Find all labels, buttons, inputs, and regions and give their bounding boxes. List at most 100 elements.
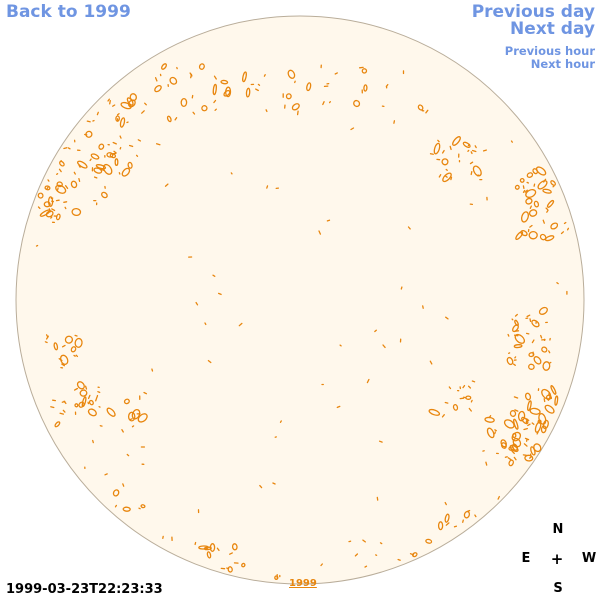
magnetic-feature-contour: [515, 231, 524, 241]
magnetic-feature-contour: [540, 425, 547, 434]
magnetic-feature-dot: [470, 151, 473, 155]
magnetic-feature-dot: [230, 172, 233, 175]
magnetic-feature-dot: [529, 456, 532, 459]
magnetic-feature-dot: [226, 567, 230, 570]
magnetic-feature-dot: [164, 183, 169, 187]
magnetic-feature-dot: [334, 72, 338, 75]
magnetic-feature-dot: [75, 354, 79, 358]
magnetic-feature-dot: [50, 216, 53, 219]
magnetic-feature-dot: [114, 504, 118, 508]
magnetic-feature-dot: [63, 147, 68, 150]
year-link[interactable]: 1999: [289, 578, 317, 589]
compass-south-label: S: [553, 581, 563, 596]
magnetic-feature-contour: [527, 400, 532, 412]
magnetic-feature-dot: [93, 176, 98, 179]
magnetic-feature-contour: [71, 207, 82, 217]
magnetic-feature-contour: [519, 177, 525, 183]
magnetic-feature-contour: [514, 184, 520, 190]
magnetic-feature-dot: [429, 360, 433, 365]
magnetic-feature-dot: [207, 359, 212, 364]
magnetic-feature-contour: [550, 222, 559, 230]
magnetic-feature-dot: [119, 135, 122, 139]
magnetic-feature-dot: [529, 224, 533, 228]
magnetic-feature-contour: [542, 188, 552, 194]
magnetic-feature-contour: [227, 566, 233, 573]
magnetic-feature-contour: [441, 158, 449, 166]
magnetic-feature-contour: [101, 191, 108, 199]
magnetic-feature-dot: [468, 407, 472, 412]
magnetic-feature-dot: [107, 98, 110, 102]
magnetic-feature-contour: [531, 319, 540, 328]
magnetic-feature-contour: [59, 160, 65, 167]
magnetic-feature-dot: [513, 456, 517, 461]
magnetic-feature-contour: [509, 444, 519, 453]
magnetic-feature-dot: [560, 231, 565, 235]
magnetic-feature-dot: [266, 185, 269, 189]
magnetic-feature-contour: [539, 233, 547, 241]
magnetic-feature-dot: [522, 185, 525, 190]
magnetic-feature-contour: [537, 180, 548, 190]
magnetic-feature-dot: [364, 565, 368, 568]
magnetic-feature-contour: [528, 209, 538, 217]
magnetic-feature-contour: [106, 152, 114, 158]
magnetic-feature-dot: [529, 318, 532, 323]
previous-day-link[interactable]: Previous day: [471, 2, 595, 22]
magnetic-feature-dot: [67, 147, 71, 150]
magnetic-feature-dot: [471, 380, 476, 383]
magnetic-feature-dot: [92, 439, 94, 444]
magnetic-feature-dot: [542, 219, 545, 224]
magnetic-feature-contour: [95, 164, 107, 170]
magnetic-feature-contour: [88, 399, 94, 406]
magnetic-feature-contour: [59, 354, 69, 365]
magnetic-feature-dot: [328, 101, 331, 104]
next-day-link[interactable]: Next day: [510, 19, 595, 39]
magnetic-feature-contour: [201, 105, 208, 112]
magnetic-feature-dot: [548, 350, 551, 354]
magnetic-feature-dot: [61, 363, 66, 367]
magnetic-feature-dot: [272, 482, 276, 485]
magnetic-feature-dot: [35, 244, 39, 247]
magnetic-feature-dot: [449, 145, 452, 151]
magnetic-feature-dot: [116, 118, 119, 122]
magnetic-feature-dot: [531, 339, 535, 344]
magnetic-feature-dot: [366, 378, 370, 384]
back-to-year-link[interactable]: Back to 1999: [6, 2, 131, 22]
magnetic-feature-dot: [326, 219, 331, 222]
magnetic-feature-contour: [78, 401, 85, 408]
previous-hour-link[interactable]: Previous hour: [504, 44, 595, 58]
magnetic-feature-dot: [382, 344, 386, 349]
magnetic-feature-contour: [513, 344, 523, 349]
magnetic-feature-dot: [189, 72, 193, 77]
magnetic-feature-contour: [541, 388, 552, 400]
magnetic-feature-dot: [58, 168, 62, 173]
magnetic-feature-dot: [44, 341, 48, 344]
magnetic-feature-dot: [73, 387, 79, 391]
magnetic-feature-dot: [113, 150, 117, 154]
magnetic-feature-contour: [120, 101, 132, 110]
magnetic-feature-contour: [534, 421, 542, 433]
magnetic-feature-contour: [463, 510, 471, 519]
magnetic-feature-dot: [45, 335, 49, 340]
magnetic-feature-dot: [229, 552, 233, 555]
next-hour-link[interactable]: Next hour: [530, 57, 595, 71]
magnetic-feature-contour: [484, 416, 495, 423]
magnetic-feature-dot: [195, 301, 199, 306]
magnetic-feature-dot: [216, 547, 220, 552]
magnetic-feature-contour: [291, 103, 300, 111]
magnetic-feature-contour: [123, 398, 130, 405]
magnetic-feature-dot: [73, 354, 76, 357]
magnetic-feature-dot: [470, 399, 473, 403]
magnetic-feature-contour: [77, 160, 88, 169]
magnetic-feature-contour: [53, 342, 59, 351]
magnetic-feature-contour: [76, 381, 85, 390]
magnetic-feature-dot: [63, 201, 68, 203]
magnetic-feature-contour: [285, 93, 292, 100]
magnetic-feature-dot: [397, 558, 401, 561]
magnetic-feature-contour: [287, 69, 296, 79]
magnetic-feature-contour: [306, 82, 312, 92]
magnetic-feature-dot: [263, 74, 266, 77]
compass-center-mark: +: [550, 550, 564, 568]
magnetic-feature-contour: [412, 552, 418, 558]
magnetic-feature-contours: [35, 63, 570, 581]
magnetic-feature-dot: [336, 405, 341, 409]
